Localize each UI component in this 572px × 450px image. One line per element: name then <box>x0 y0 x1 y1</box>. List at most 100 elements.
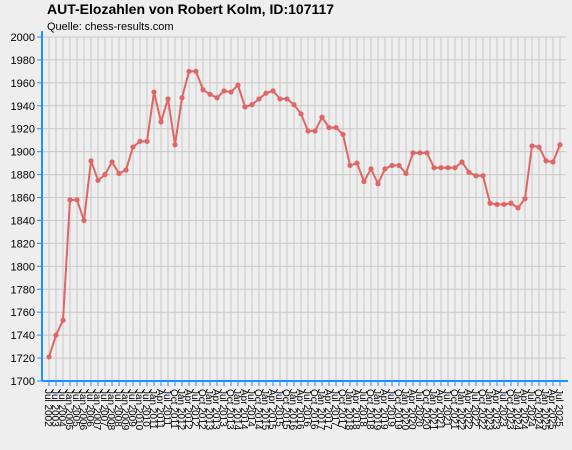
data-point <box>445 165 451 171</box>
y-tick-label: 1780 <box>11 284 35 296</box>
data-point <box>347 162 353 169</box>
data-point <box>186 68 192 74</box>
data-point <box>431 165 437 171</box>
y-tick-label: 1740 <box>11 330 35 342</box>
data-point <box>193 68 199 74</box>
data-point <box>221 88 227 94</box>
x-tick-label: Jan 2020 <box>399 389 410 431</box>
x-tick-label: Jul 2022 <box>469 389 480 427</box>
data-point <box>340 131 346 138</box>
data-point <box>326 124 332 131</box>
data-point <box>417 150 423 156</box>
x-tick-label: Jul 2014 <box>245 389 256 427</box>
data-point <box>536 144 542 150</box>
data-point <box>452 165 458 171</box>
data-point <box>333 124 339 131</box>
data-point <box>123 167 129 173</box>
data-point <box>522 196 528 202</box>
data-point <box>480 173 486 179</box>
x-tick-label: Jan 2016 <box>287 389 298 431</box>
x-tick-label: Jan 2014 <box>231 389 242 431</box>
data-point <box>137 138 143 144</box>
data-point <box>529 143 535 149</box>
data-point <box>557 142 563 148</box>
y-tick-label: 1760 <box>11 307 35 319</box>
x-tick-label: Jul 2023 <box>497 389 508 427</box>
data-point <box>130 144 136 150</box>
x-tick-label: Jul 2024 <box>525 389 536 427</box>
x-tick-label: Oct 2019 <box>392 389 403 430</box>
data-point <box>277 96 283 102</box>
data-point <box>473 173 479 179</box>
x-tick-label: Apr 2017 <box>322 389 333 430</box>
x-tick-label: Oct 2023 <box>504 389 515 430</box>
x-tick-label: Oct 2018 <box>364 389 375 430</box>
data-point <box>228 89 234 95</box>
data-point <box>46 354 52 360</box>
data-point <box>291 102 297 108</box>
x-tick-label: Jul 2013 <box>217 389 228 427</box>
x-tick-label: Oct 2022 <box>476 389 487 430</box>
x-tick-label: Apr 2016 <box>294 389 305 430</box>
x-tick-label: Jan 2007 <box>91 389 102 431</box>
data-point <box>375 181 381 187</box>
data-point <box>151 89 157 95</box>
x-tick-label: Jan 2010 <box>133 389 144 431</box>
data-point <box>249 102 255 108</box>
y-tick-label: 1960 <box>11 78 35 90</box>
x-tick-label: Jul 2025 <box>553 389 564 427</box>
x-tick-label: Jan 2019 <box>371 389 382 431</box>
data-point <box>270 88 276 94</box>
x-tick-label: Apr 2015 <box>266 389 277 430</box>
data-point <box>53 332 59 338</box>
y-tick-label: 1940 <box>11 101 35 113</box>
data-point <box>214 95 220 101</box>
data-point <box>494 201 500 208</box>
x-tick-label: Apr 2023 <box>490 389 501 430</box>
x-tick-label: Oct 2012 <box>196 389 207 430</box>
x-tick-label: Apr 2020 <box>406 389 417 430</box>
data-point <box>543 158 549 164</box>
x-tick-label: Apr 2019 <box>378 389 389 430</box>
x-tick-label: Jan 2021 <box>427 389 438 431</box>
y-tick-label: 2000 <box>11 32 35 44</box>
data-point <box>158 119 164 125</box>
y-tick-label: 1900 <box>11 147 35 159</box>
x-tick-label: Jul 2002 <box>42 389 53 427</box>
x-tick-label: Jan 2008 <box>105 389 116 431</box>
data-point <box>515 205 521 211</box>
data-point <box>312 128 318 134</box>
x-tick-label: Jul 2009 <box>126 389 137 427</box>
x-tick-label: Jul 2021 <box>441 389 452 427</box>
x-tick-label: Jan 2022 <box>455 389 466 431</box>
x-tick-label: Jan 2018 <box>343 389 354 431</box>
x-tick-label: Jul 2006 <box>84 389 95 427</box>
data-point <box>200 87 206 93</box>
x-tick-label: Oct 2011 <box>168 389 179 429</box>
data-point <box>60 317 66 323</box>
x-tick-label: Apr 2025 <box>546 389 557 430</box>
x-tick-label: Jan 2005 <box>63 389 74 431</box>
data-point <box>361 178 367 185</box>
y-tick-label: 1700 <box>11 376 35 388</box>
x-tick-label: Jul 2020 <box>413 389 424 427</box>
x-tick-label: Jul 2011 <box>161 389 172 427</box>
data-point <box>354 160 360 166</box>
x-tick-label: Apr 2022 <box>462 389 473 430</box>
x-tick-label: Jul 2003 <box>49 389 60 427</box>
data-point <box>74 197 80 203</box>
y-tick-label: 1800 <box>11 261 35 273</box>
y-tick-label: 1860 <box>11 193 35 205</box>
x-tick-label: Jul 2019 <box>385 389 396 427</box>
x-tick-label: Jul 2004 <box>56 389 67 427</box>
y-tick-label: 1840 <box>11 215 35 227</box>
x-tick-label: Oct 2017 <box>336 389 347 430</box>
x-tick-label: Oct 2013 <box>224 389 235 430</box>
data-point <box>487 200 493 206</box>
data-point <box>501 201 507 208</box>
x-tick-label: Jan 2025 <box>539 389 550 431</box>
data-point <box>508 200 514 206</box>
x-tick-label: Jan 2023 <box>483 389 494 431</box>
